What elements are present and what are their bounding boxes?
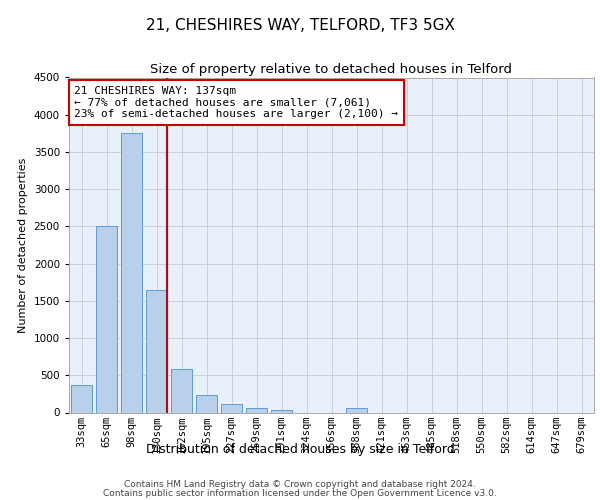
- Bar: [171, 368, 192, 412]
- Bar: [246, 408, 267, 412]
- Text: Contains public sector information licensed under the Open Government Licence v3: Contains public sector information licen…: [103, 488, 497, 498]
- Bar: [96, 226, 117, 412]
- Bar: [196, 396, 217, 412]
- Bar: [121, 134, 142, 412]
- Text: 21 CHESHIRES WAY: 137sqm
← 77% of detached houses are smaller (7,061)
23% of sem: 21 CHESHIRES WAY: 137sqm ← 77% of detach…: [74, 86, 398, 119]
- Title: Size of property relative to detached houses in Telford: Size of property relative to detached ho…: [151, 64, 512, 76]
- Text: Distribution of detached houses by size in Telford: Distribution of detached houses by size …: [146, 442, 454, 456]
- Text: Contains HM Land Registry data © Crown copyright and database right 2024.: Contains HM Land Registry data © Crown c…: [124, 480, 476, 489]
- Y-axis label: Number of detached properties: Number of detached properties: [18, 158, 28, 332]
- Bar: [346, 408, 367, 412]
- Bar: [271, 410, 292, 412]
- Bar: [71, 385, 92, 412]
- Bar: [146, 290, 167, 412]
- Text: 21, CHESHIRES WAY, TELFORD, TF3 5GX: 21, CHESHIRES WAY, TELFORD, TF3 5GX: [146, 18, 455, 32]
- Bar: [221, 404, 242, 412]
